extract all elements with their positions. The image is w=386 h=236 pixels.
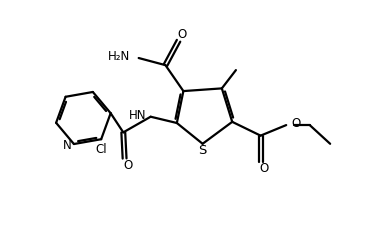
Text: O: O bbox=[291, 117, 301, 130]
Text: O: O bbox=[177, 28, 186, 41]
Text: HN: HN bbox=[129, 109, 146, 122]
Text: S: S bbox=[198, 144, 207, 157]
Text: O: O bbox=[260, 162, 269, 175]
Text: H₂N: H₂N bbox=[108, 50, 130, 63]
Text: O: O bbox=[124, 159, 133, 172]
Text: Cl: Cl bbox=[95, 143, 107, 156]
Text: N: N bbox=[63, 139, 71, 152]
